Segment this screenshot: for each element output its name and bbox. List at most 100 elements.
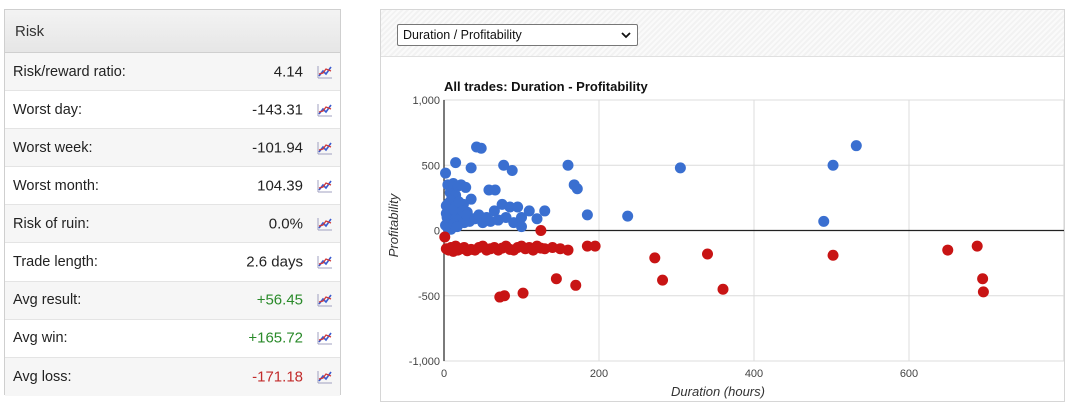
- loss-trade-point: [977, 286, 989, 298]
- win-trade-point: [818, 215, 830, 227]
- risk-row: Worst week: -101.94: [5, 129, 340, 168]
- chart-toolbar: Duration / Profitability: [381, 10, 1064, 57]
- loss-trade-point: [581, 240, 593, 252]
- win-trade-point: [827, 159, 839, 171]
- loss-trade-point: [717, 283, 729, 295]
- loss-trade-point: [702, 248, 713, 260]
- risk-row: Risk/reward ratio: 4.14: [5, 53, 340, 92]
- chart-title: All trades: Duration - Profitability: [444, 79, 648, 94]
- risk-row-label: Worst month:: [13, 177, 99, 194]
- win-trade-point: [465, 162, 477, 174]
- risk-row-label: Risk/reward ratio:: [13, 63, 126, 80]
- risk-row-label: Avg result:: [13, 292, 82, 309]
- win-trade-point: [581, 209, 593, 221]
- win-trade-point: [531, 213, 543, 225]
- risk-row: Trade length: 2.6 days: [5, 243, 340, 282]
- win-trade-point: [516, 211, 527, 223]
- win-trade-point: [504, 201, 516, 213]
- loss-trade-point: [971, 240, 983, 252]
- loss-trade-point: [589, 240, 601, 252]
- loss-trade-point: [827, 249, 839, 261]
- win-trade-point: [453, 196, 465, 208]
- win-trade-point: [475, 142, 487, 154]
- line-chart-icon[interactable]: [316, 177, 334, 195]
- win-trade-point: [622, 210, 634, 222]
- win-trade-point: [488, 205, 500, 217]
- line-chart-icon[interactable]: [316, 253, 334, 271]
- loss-trade-point: [649, 252, 661, 264]
- risk-panel-title: Risk: [5, 10, 340, 53]
- win-trade-point: [562, 159, 574, 171]
- loss-trade-point: [657, 274, 669, 286]
- y-tick-label: -1,000: [409, 356, 440, 368]
- line-chart-icon[interactable]: [316, 139, 334, 157]
- risk-row: Risk of ruin: 0.0%: [5, 205, 340, 244]
- loss-trade-point: [439, 231, 451, 243]
- loss-trade-point: [570, 279, 582, 291]
- win-trade-point: [450, 157, 462, 169]
- win-trade-point: [489, 184, 501, 196]
- risk-row-value: -101.94: [252, 139, 303, 157]
- win-trade-point: [465, 193, 477, 205]
- chart-type-select-value: Duration / Profitability: [403, 28, 522, 42]
- chart-type-select[interactable]: Duration / Profitability: [397, 24, 638, 46]
- line-chart-icon[interactable]: [316, 101, 334, 119]
- win-trade-point: [674, 162, 686, 174]
- win-trade-point: [539, 205, 551, 217]
- loss-trade-point: [517, 287, 529, 299]
- x-tick-label: 600: [900, 368, 918, 380]
- line-chart-icon[interactable]: [316, 368, 334, 386]
- win-trade-point: [451, 221, 463, 233]
- line-chart-icon[interactable]: [316, 329, 334, 347]
- risk-row: Worst day: -143.31: [5, 91, 340, 130]
- risk-row-value: 104.39: [257, 177, 303, 195]
- win-trade-point: [460, 209, 472, 221]
- line-chart-icon[interactable]: [316, 63, 334, 81]
- x-tick-label: 0: [441, 368, 447, 380]
- risk-panel: Risk Risk/reward ratio: 4.14 Worst day: -14…: [4, 9, 341, 396]
- win-trade-point: [460, 181, 472, 193]
- loss-trade-point: [498, 290, 510, 302]
- risk-row-label: Risk of ruin:: [13, 215, 90, 232]
- risk-row-value: -143.31: [252, 101, 303, 119]
- chart-panel: Duration / Profitability 0 200 400 600 -1,00…: [380, 9, 1065, 402]
- risk-row-label: Avg win:: [13, 330, 68, 347]
- risk-row: Avg win: +165.72: [5, 320, 340, 358]
- risk-row: Avg result: +56.45: [5, 281, 340, 320]
- x-tick-label: 400: [745, 368, 763, 380]
- chevron-down-icon: [621, 32, 631, 39]
- win-trade-point: [498, 159, 510, 171]
- risk-row: Worst month: 104.39: [5, 167, 340, 206]
- x-tick-label: 200: [590, 368, 608, 380]
- win-trade-point: [516, 221, 527, 233]
- loss-trade-point: [535, 225, 547, 236]
- risk-row-label: Worst week:: [13, 139, 93, 156]
- risk-row-value: 4.14: [273, 63, 303, 81]
- x-axis-label: Duration (hours): [671, 384, 765, 399]
- risk-row-value: +165.72: [248, 329, 303, 347]
- loss-trade-point: [977, 273, 989, 285]
- loss-trade-point: [942, 244, 954, 256]
- risk-row-label: Avg loss:: [13, 368, 72, 385]
- win-trade-point: [440, 167, 452, 179]
- win-trade-point: [512, 201, 524, 213]
- win-trade-point: [506, 164, 518, 176]
- y-tick-label: 0: [434, 226, 440, 238]
- y-tick-label: 1,000: [412, 95, 440, 107]
- risk-row: Avg loss: -171.18: [5, 357, 340, 396]
- loss-trade-point: [550, 273, 562, 285]
- win-trade-point: [571, 183, 583, 195]
- risk-row-value: +56.45: [256, 291, 303, 309]
- risk-row-value: 0.0%: [268, 215, 303, 233]
- y-tick-label: 500: [422, 160, 440, 172]
- scatter-chart: 0 200 400 600 -1,000 -500 0 500 1,000 All trades:…: [386, 79, 1064, 399]
- win-trade-point: [850, 140, 862, 152]
- loss-trade-point: [562, 244, 574, 256]
- risk-row-label: Trade length:: [13, 254, 98, 271]
- y-axis-label: Profitability: [386, 192, 401, 257]
- line-chart-icon[interactable]: [316, 291, 334, 309]
- line-chart-icon[interactable]: [316, 215, 334, 233]
- risk-row-value: -171.18: [252, 368, 303, 386]
- risk-rows: Risk/reward ratio: 4.14 Worst day: -143.31 W…: [5, 53, 340, 396]
- win-trade-point: [500, 211, 512, 223]
